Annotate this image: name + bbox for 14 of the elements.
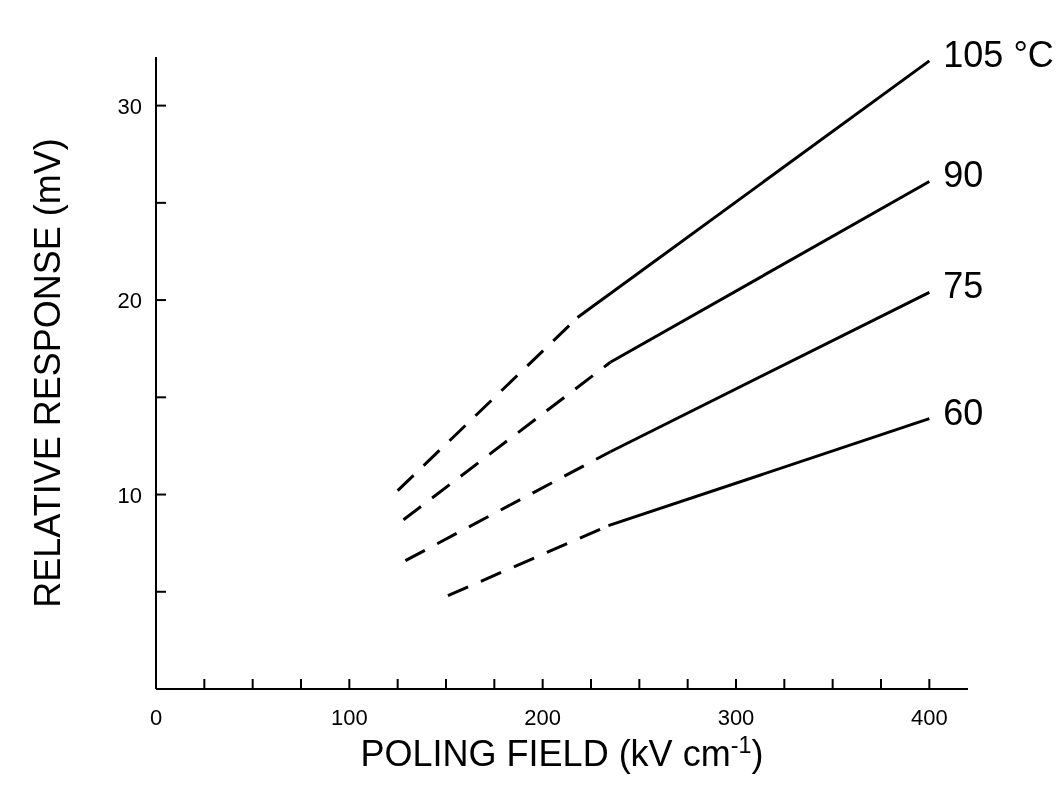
y-tick-label: 30 — [117, 93, 142, 119]
x-tick-label: 200 — [524, 705, 562, 730]
x-tick-label: 0 — [149, 705, 163, 730]
x-tick-label: 400 — [910, 705, 948, 730]
y-axis-title: RELATIVE RESPONSE (mV) — [27, 138, 68, 608]
y-tick-label: 20 — [117, 288, 142, 314]
series-label: 105 °C — [943, 33, 1054, 75]
x-axis-title: POLING FIELD (kV cm$^{-1}$) — [360, 732, 764, 774]
series-label: 60 — [943, 391, 984, 433]
y-tick-label: 10 — [117, 482, 142, 508]
x-tick-label: 100 — [330, 705, 368, 730]
x-tick-label: 300 — [717, 705, 755, 730]
series-label: 75 — [943, 265, 984, 307]
series-label: 90 — [943, 154, 984, 196]
